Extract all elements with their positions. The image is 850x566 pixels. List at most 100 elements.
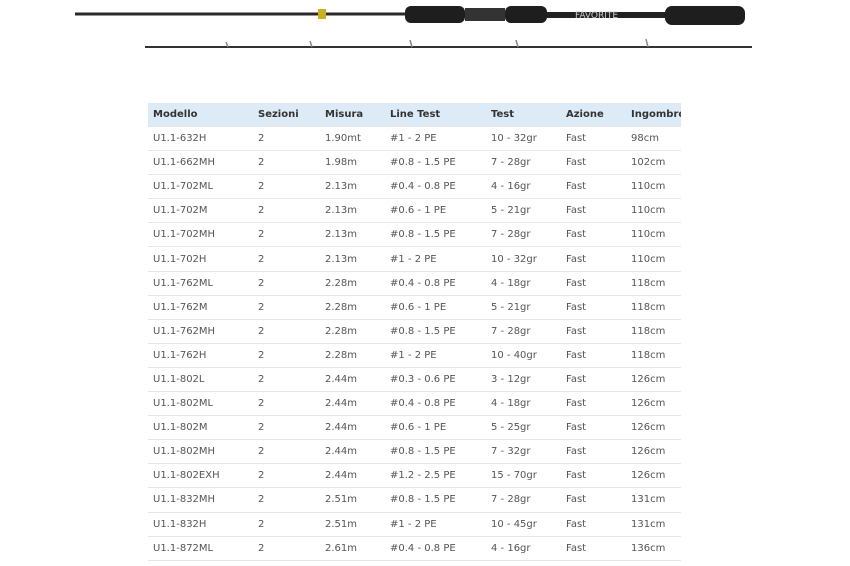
reel-seat xyxy=(465,8,505,21)
table-row: U1.1-702MH 2 2.13m #0.8 - 1.5 PE 7 - 28gr Fas… xyxy=(148,222,681,248)
table-cell: Fast xyxy=(561,536,626,561)
table-cell: 4 - 18gr xyxy=(486,271,561,296)
table-cell: 131cm xyxy=(626,487,681,513)
table-cell: #1 - 2 PE xyxy=(385,246,486,272)
table-cell: U1.1-632H xyxy=(148,126,253,152)
table-cell: #0.6 - 1 PE xyxy=(385,198,486,224)
table-cell: 126cm xyxy=(626,439,681,465)
table-row: U1.1-832H 2 2.51m #1 - 2 PE 10 - 45gr Fast 131… xyxy=(148,512,681,537)
table-cell: U1.1-872ML xyxy=(148,536,253,561)
table-cell: 10 - 32gr xyxy=(486,126,561,152)
table-cell: 2.61m xyxy=(320,536,385,561)
table-cell: #0.4 - 0.8 PE xyxy=(385,391,486,417)
table-cell: #0.8 - 1.5 PE xyxy=(385,487,486,513)
table-row: U1.1-762ML 2 2.28m #0.4 - 0.8 PE 4 - 18gr Fas… xyxy=(148,271,681,296)
table-cell: 7 - 28gr xyxy=(486,222,561,248)
table-row: U1.1-872ML 2 2.61m #0.4 - 0.8 PE 4 - 16gr Fas… xyxy=(148,536,681,561)
table-cell: #1.2 - 2.5 PE xyxy=(385,463,486,489)
table-cell: 118cm xyxy=(626,343,681,368)
table-cell: 10 - 32gr xyxy=(486,246,561,272)
table-cell: 102cm xyxy=(626,150,681,176)
header-cell: Azione xyxy=(561,103,626,127)
table-cell: 4 - 16gr xyxy=(486,536,561,561)
table-cell: #0.4 - 0.8 PE xyxy=(385,536,486,561)
table-row: U1.1-802ML 2 2.44m #0.4 - 0.8 PE 4 - 18gr Fas… xyxy=(148,391,681,417)
table-cell: 2 xyxy=(253,391,320,417)
table-cell: 2 xyxy=(253,463,320,489)
table-cell: 2.44m xyxy=(320,415,385,441)
table-cell: 4 - 16gr xyxy=(486,174,561,200)
table-cell: U1.1-762H xyxy=(148,343,253,368)
table-cell: 2.13m xyxy=(320,246,385,272)
table-cell: 2 xyxy=(253,271,320,296)
table-cell: U1.1-702M xyxy=(148,198,253,224)
table-cell: 2.44m xyxy=(320,367,385,393)
table-cell: Fast xyxy=(561,271,626,296)
table-row: U1.1-802EXH 2 2.44m #1.2 - 2.5 PE 15 - 70gr F… xyxy=(148,463,681,489)
table-cell: 2 xyxy=(253,295,320,320)
table-cell: 2 xyxy=(253,439,320,465)
table-cell: 2.28m xyxy=(320,295,385,320)
table-cell: #0.8 - 1.5 PE xyxy=(385,222,486,248)
table-cell: 3 - 12gr xyxy=(486,367,561,393)
table-cell: 98cm xyxy=(626,126,681,152)
table-cell: 126cm xyxy=(626,463,681,489)
table-cell: #0.4 - 0.8 PE xyxy=(385,174,486,200)
table-row: U1.1-702M 2 2.13m #0.6 - 1 PE 5 - 21gr Fast 11… xyxy=(148,198,681,224)
table-cell: Fast xyxy=(561,246,626,272)
table-cell: 110cm xyxy=(626,246,681,272)
table-cell: Fast xyxy=(561,295,626,320)
table-cell: #1 - 2 PE xyxy=(385,512,486,537)
table-row: U1.1-802M 2 2.44m #0.6 - 1 PE 5 - 25gr Fast 12… xyxy=(148,415,681,441)
header-cell: Sezioni xyxy=(253,103,320,127)
table-cell: U1.1-762M xyxy=(148,295,253,320)
table-cell: #0.6 - 1 PE xyxy=(385,295,486,320)
table-cell: Fast xyxy=(561,174,626,200)
table-cell: #1 - 2 PE xyxy=(385,126,486,152)
table-cell: 126cm xyxy=(626,367,681,393)
table-cell: 118cm xyxy=(626,271,681,296)
table-cell: 2 xyxy=(253,246,320,272)
table-cell: U1.1-802MH xyxy=(148,439,253,465)
rod-band xyxy=(318,9,326,19)
header-row: Modello Sezioni Misura Line Test Test Azione I… xyxy=(148,103,681,127)
table-cell: 110cm xyxy=(626,174,681,200)
table-cell: 131cm xyxy=(626,512,681,537)
table-cell: 118cm xyxy=(626,319,681,344)
table-cell: 2.51m xyxy=(320,512,385,537)
table-row: U1.1-762MH 2 2.28m #0.8 - 1.5 PE 7 - 28gr Fas… xyxy=(148,319,681,344)
table-cell: 10 - 45gr xyxy=(486,512,561,537)
table-cell: 2.13m xyxy=(320,222,385,248)
table-cell: 2 xyxy=(253,319,320,344)
table-row: U1.1-762H 2 2.28m #1 - 2 PE 10 - 40gr Fast 118… xyxy=(148,343,681,368)
header-cell: Line Test xyxy=(385,103,486,127)
table-cell: U1.1-802L xyxy=(148,367,253,393)
table-cell: #0.4 - 0.8 PE xyxy=(385,271,486,296)
table-cell: #0.8 - 1.5 PE xyxy=(385,150,486,176)
table-row: U1.1-802L 2 2.44m #0.3 - 0.6 PE 3 - 12gr Fast… xyxy=(148,367,681,393)
table-cell: U1.1-762ML xyxy=(148,271,253,296)
header-cell: Modello xyxy=(148,103,253,127)
table-cell: Fast xyxy=(561,487,626,513)
table-row: U1.1-762M 2 2.28m #0.6 - 1 PE 5 - 21gr Fast 11… xyxy=(148,295,681,320)
table-cell: 7 - 28gr xyxy=(486,487,561,513)
table-cell: 2 xyxy=(253,367,320,393)
table-row: U1.1-662MH 2 1.98m #0.8 - 1.5 PE 7 - 28gr Fas… xyxy=(148,150,681,176)
table-cell: #0.8 - 1.5 PE xyxy=(385,439,486,465)
table-cell: U1.1-662MH xyxy=(148,150,253,176)
table-cell: 2.51m xyxy=(320,487,385,513)
table-cell: 2.28m xyxy=(320,319,385,344)
table-cell: Fast xyxy=(561,222,626,248)
table-cell: #0.3 - 0.6 PE xyxy=(385,367,486,393)
table-cell: 2.44m xyxy=(320,463,385,489)
table-row: U1.1-632H 2 1.90mt #1 - 2 PE 10 - 32gr Fast 98… xyxy=(148,126,681,152)
table-cell: Fast xyxy=(561,367,626,393)
table-cell: 2.13m xyxy=(320,198,385,224)
table-cell: 2 xyxy=(253,198,320,224)
table-cell: 110cm xyxy=(626,198,681,224)
table-cell: U1.1-802ML xyxy=(148,391,253,417)
brand-text: FAVORITE xyxy=(575,11,618,21)
table-cell: 126cm xyxy=(626,391,681,417)
table-row: U1.1-702ML 2 2.13m #0.4 - 0.8 PE 4 - 16gr Fas… xyxy=(148,174,681,200)
